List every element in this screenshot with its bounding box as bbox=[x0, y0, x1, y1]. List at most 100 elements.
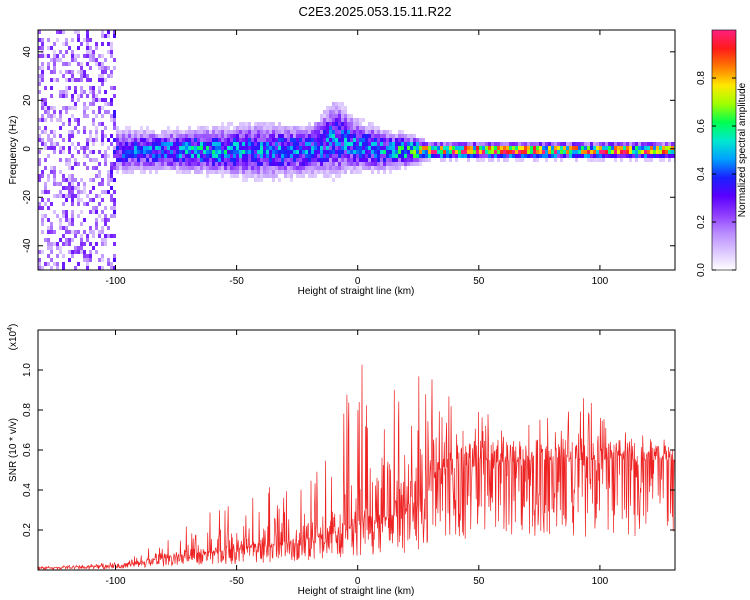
spectrogram-cell bbox=[608, 142, 611, 146]
spectrogram-cell bbox=[101, 122, 104, 126]
spectrogram-cell bbox=[239, 142, 242, 146]
spectrogram-cell bbox=[296, 162, 299, 166]
spectrogram-cell bbox=[329, 122, 332, 126]
spectrogram-cell bbox=[290, 158, 293, 162]
spectrogram-cell bbox=[419, 146, 422, 150]
spectrogram-cell bbox=[200, 146, 203, 150]
spectrogram-cell bbox=[293, 154, 296, 158]
spectrogram-cell bbox=[392, 138, 395, 142]
spectrogram-cell bbox=[68, 174, 71, 178]
spectrogram-cell bbox=[140, 150, 143, 154]
spectrogram-cell bbox=[92, 122, 95, 126]
spectrogram-cell bbox=[626, 142, 629, 146]
spectrogram-cell bbox=[242, 126, 245, 130]
spectrogram-cell bbox=[338, 158, 341, 162]
spectrogram-cell bbox=[131, 150, 134, 154]
spectrogram-cell bbox=[338, 134, 341, 138]
snr-x-ticks: -100 -50 0 50 100 bbox=[105, 330, 609, 587]
spectrogram-cell bbox=[326, 174, 329, 178]
spectrogram-cell bbox=[377, 158, 380, 162]
spectrogram-cell bbox=[101, 266, 104, 270]
spectrogram-cell bbox=[593, 158, 596, 162]
spectrogram-cell bbox=[527, 146, 530, 150]
spectrogram-cell bbox=[392, 166, 395, 170]
spectrogram-cell bbox=[98, 110, 101, 114]
spectrogram-cell bbox=[44, 102, 47, 106]
spectrogram-cell bbox=[425, 158, 428, 162]
spectrogram-cell bbox=[77, 214, 80, 218]
spectrogram-cell bbox=[53, 166, 56, 170]
spectrogram-cell bbox=[164, 162, 167, 166]
spectrogram-cell bbox=[65, 94, 68, 98]
spectrogram-cell bbox=[491, 158, 494, 162]
spectrogram-cell bbox=[194, 134, 197, 138]
spectrogram-cell bbox=[65, 78, 68, 82]
spectrogram-cell bbox=[632, 154, 635, 158]
spectrogram-cell bbox=[371, 138, 374, 142]
spectrogram-cell bbox=[320, 170, 323, 174]
spectrogram-cell bbox=[353, 122, 356, 126]
spectrogram-cell bbox=[92, 118, 95, 122]
spectrogram-cell bbox=[74, 102, 77, 106]
spectrogram-cell bbox=[95, 222, 98, 226]
spectrogram-cell bbox=[629, 150, 632, 154]
spectrogram-cell bbox=[401, 146, 404, 150]
spectrogram-cell bbox=[602, 150, 605, 154]
spectrogram-cell bbox=[68, 190, 71, 194]
spectrogram-cell bbox=[116, 162, 119, 166]
spectrogram-cell bbox=[284, 138, 287, 142]
spectrogram-cell bbox=[92, 150, 95, 154]
spectrogram-cell bbox=[236, 166, 239, 170]
spectrogram-cell bbox=[203, 134, 206, 138]
spectrogram-cell bbox=[71, 190, 74, 194]
spectrogram-cell bbox=[269, 170, 272, 174]
spectrogram-cell bbox=[305, 146, 308, 150]
spectrogram-cell bbox=[176, 142, 179, 146]
spectrogram-cell bbox=[383, 134, 386, 138]
spectrogram-cell bbox=[272, 170, 275, 174]
spectrogram-cell bbox=[341, 102, 344, 106]
spectrogram-cell bbox=[296, 174, 299, 178]
spectrogram-cell bbox=[98, 54, 101, 58]
spectrogram-cell bbox=[284, 158, 287, 162]
spectrogram-cell bbox=[617, 154, 620, 158]
spectrogram-cell bbox=[125, 138, 128, 142]
spectrogram-cell bbox=[305, 142, 308, 146]
spectrogram-cell bbox=[194, 162, 197, 166]
spectrogram-cell bbox=[329, 158, 332, 162]
spectrogram-cell bbox=[350, 162, 353, 166]
spectrogram-cell bbox=[80, 62, 83, 66]
spectrogram-cell bbox=[50, 166, 53, 170]
spectrogram-cell bbox=[65, 62, 68, 66]
spectrogram-cell bbox=[179, 166, 182, 170]
spectrogram-cell bbox=[350, 114, 353, 118]
spectrogram-cell bbox=[218, 154, 221, 158]
spectrogram-cell bbox=[476, 150, 479, 154]
spectrogram-cell bbox=[323, 114, 326, 118]
spectrogram-cell bbox=[314, 158, 317, 162]
spectrogram-cell bbox=[83, 242, 86, 246]
spectrogram-cell bbox=[68, 186, 71, 190]
spectrogram-cell bbox=[65, 42, 68, 46]
spectrogram-cell bbox=[239, 170, 242, 174]
spectrogram-cell bbox=[416, 138, 419, 142]
spectrogram-cell bbox=[47, 138, 50, 142]
spectrogram-cell bbox=[302, 174, 305, 178]
spectrogram-cell bbox=[113, 30, 116, 34]
spectrogram-cell bbox=[416, 142, 419, 146]
spectrogram-cell bbox=[44, 166, 47, 170]
spectrogram-cell bbox=[59, 94, 62, 98]
spectrogram-cell bbox=[140, 126, 143, 130]
spectrogram-cell bbox=[611, 146, 614, 150]
spectrogram-cell bbox=[53, 66, 56, 70]
spectrogram-cell bbox=[71, 98, 74, 102]
spectrogram-cell bbox=[47, 110, 50, 114]
spectrogram-cell bbox=[104, 70, 107, 74]
spectrogram-cell bbox=[56, 262, 59, 266]
spectrogram-cell bbox=[335, 170, 338, 174]
spectrogram-cell bbox=[506, 154, 509, 158]
spectrogram-cell bbox=[341, 154, 344, 158]
spectrogram-cell bbox=[266, 126, 269, 130]
spectrogram-cell bbox=[62, 94, 65, 98]
